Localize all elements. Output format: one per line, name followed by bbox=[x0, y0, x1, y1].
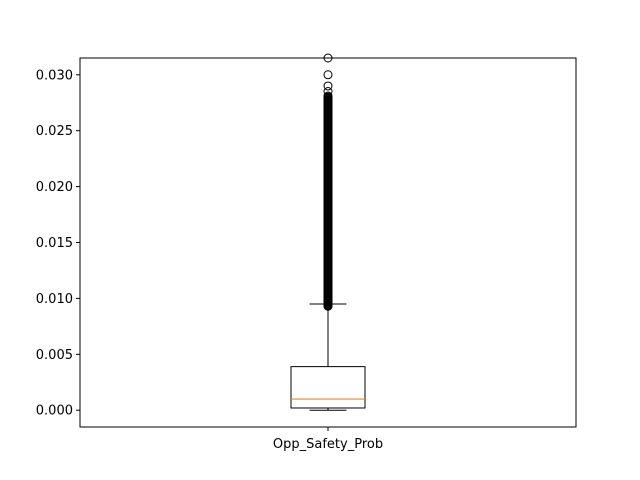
y-tick-label: 0.015 bbox=[36, 236, 73, 251]
outlier-point bbox=[323, 53, 333, 63]
outlier-point bbox=[323, 91, 333, 101]
iqr-box bbox=[290, 366, 366, 409]
outliers bbox=[323, 53, 333, 311]
box-group bbox=[290, 303, 366, 411]
x-axis: Opp_Safety_Prob bbox=[273, 427, 383, 452]
y-tick-label: 0.020 bbox=[36, 180, 73, 195]
y-tick-label: 0.010 bbox=[36, 292, 73, 307]
outlier-point bbox=[323, 81, 333, 91]
y-tick-label: 0.025 bbox=[36, 124, 73, 139]
outlier-point bbox=[323, 70, 333, 80]
x-tick-label: Opp_Safety_Prob bbox=[273, 437, 383, 452]
outlier-point bbox=[323, 87, 333, 97]
y-tick-label: 0.005 bbox=[36, 348, 73, 363]
y-tick-label: 0.030 bbox=[36, 68, 73, 83]
y-axis: 0.000 0.005 0.010 0.015 0.020 0.025 0.030 bbox=[36, 68, 80, 419]
y-tick-label: 0.000 bbox=[36, 404, 73, 419]
